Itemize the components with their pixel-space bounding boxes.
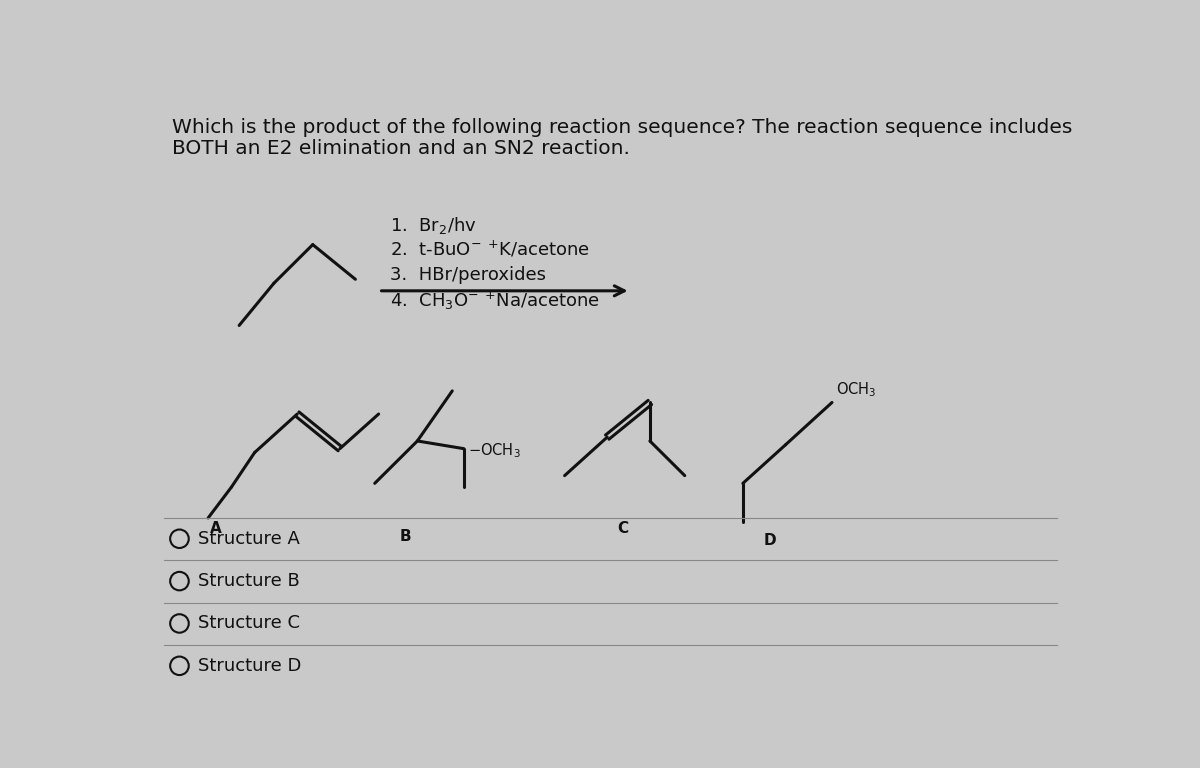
Text: Structure C: Structure C xyxy=(198,614,300,633)
Text: Which is the product of the following reaction sequence? The reaction sequence i: Which is the product of the following re… xyxy=(172,118,1072,137)
Text: Structure A: Structure A xyxy=(198,530,300,548)
Text: BOTH an E2 elimination and an SN2 reaction.: BOTH an E2 elimination and an SN2 reacti… xyxy=(172,139,630,158)
Text: OCH$_3$: OCH$_3$ xyxy=(836,380,876,399)
Text: 1.  Br$_2$/hv: 1. Br$_2$/hv xyxy=(390,215,476,236)
Text: D: D xyxy=(763,533,776,548)
Text: 3.  HBr/peroxides: 3. HBr/peroxides xyxy=(390,266,546,284)
Text: A: A xyxy=(210,521,222,536)
Text: 4.  CH$_3$O$^{-}$ $^{+}$Na/acetone: 4. CH$_3$O$^{-}$ $^{+}$Na/acetone xyxy=(390,290,600,312)
Text: Structure D: Structure D xyxy=(198,657,301,675)
Text: B: B xyxy=(400,529,412,544)
Text: Structure B: Structure B xyxy=(198,572,300,590)
Text: C: C xyxy=(617,521,629,536)
Text: −OCH$_3$: −OCH$_3$ xyxy=(468,441,521,459)
Text: 2.  t-BuO$^{-}$ $^{+}$K/acetone: 2. t-BuO$^{-}$ $^{+}$K/acetone xyxy=(390,239,590,260)
